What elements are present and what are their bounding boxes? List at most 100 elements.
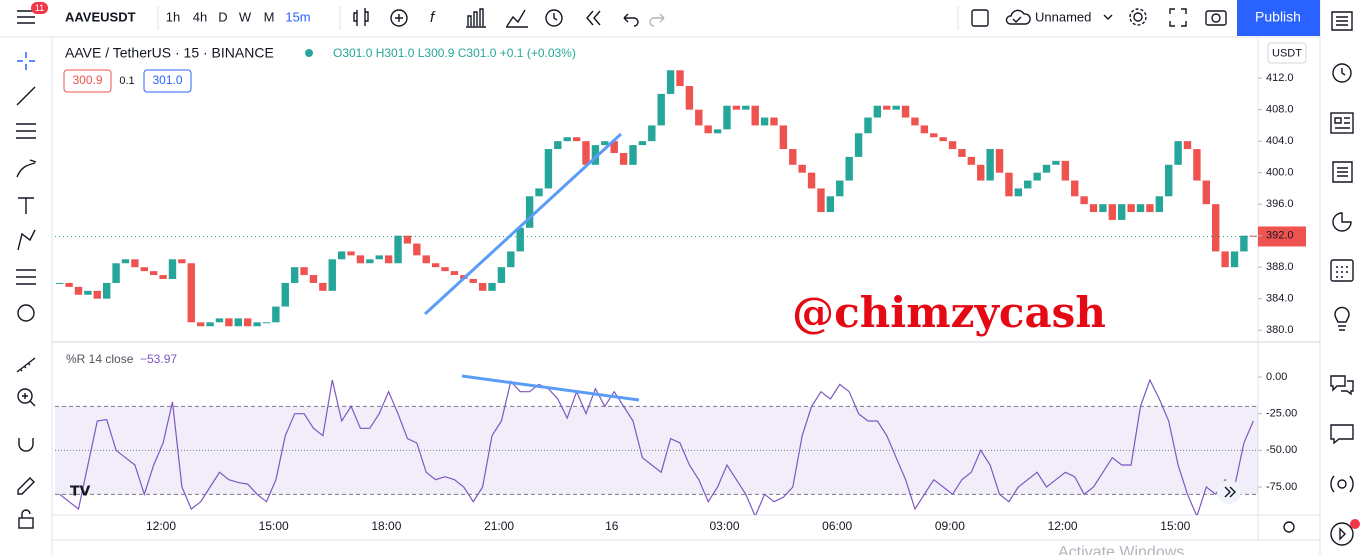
candle (290, 267, 299, 283)
candle (1118, 204, 1126, 220)
interval[interactable]: D (218, 9, 227, 24)
x-tick-label: 12:00 (146, 519, 176, 533)
trend-line[interactable] (461, 374, 640, 402)
candle (356, 255, 365, 264)
candle (1099, 204, 1107, 213)
candle (281, 282, 289, 307)
candle (666, 70, 675, 94)
candle (704, 125, 712, 134)
bid-box[interactable] (63, 69, 112, 93)
chart-type[interactable] (353, 8, 369, 26)
undo[interactable] (623, 13, 639, 27)
candle (112, 263, 120, 283)
candle (422, 255, 430, 264)
candle (1136, 204, 1145, 213)
ohlc: O301.0 H301.0 L300.9 C301.0 +0.1 (+0.03%… (333, 46, 576, 60)
publish-button[interactable] (1237, 0, 1320, 36)
candle (1146, 204, 1154, 213)
candle (554, 141, 562, 150)
candle (826, 196, 835, 213)
candle (1061, 160, 1070, 181)
candle (986, 149, 994, 181)
candle (93, 290, 101, 299)
candle (648, 125, 656, 142)
bid[interactable]: 300.9 (72, 73, 102, 87)
candle (638, 141, 647, 146)
candle (967, 156, 976, 165)
redo (649, 13, 665, 27)
cloud-save[interactable] (1005, 9, 1031, 25)
candle (366, 259, 374, 264)
candle (657, 93, 665, 126)
candle (403, 235, 412, 244)
settings[interactable] (1129, 8, 1147, 26)
templates[interactable] (466, 8, 486, 28)
scroll-icon[interactable] (1224, 486, 1236, 498)
scroll-button[interactable] (1217, 480, 1241, 504)
interval[interactable]: W (239, 9, 252, 24)
candle (488, 282, 496, 291)
toolbar-icons: f (157, 6, 1227, 30)
candle (977, 164, 985, 181)
candle (685, 86, 694, 110)
candle (413, 243, 421, 256)
candle (883, 105, 891, 110)
candle (1033, 172, 1041, 181)
candle (742, 105, 750, 110)
market-status (305, 49, 313, 57)
candle (206, 322, 214, 327)
replay[interactable] (586, 10, 601, 26)
y-tick-label: 396.0 (1266, 198, 1294, 210)
indicator-legend: %R 14 close (66, 352, 134, 366)
candle (309, 275, 318, 283)
y-tick-label: 404.0 (1266, 135, 1294, 147)
candle (384, 255, 393, 264)
candle (243, 318, 252, 327)
x-tick-label: 21:00 (484, 519, 514, 533)
layout-name[interactable]: Unnamed (1035, 9, 1091, 24)
interval[interactable]: M (264, 9, 275, 24)
interval[interactable]: 1h (166, 9, 180, 24)
layout[interactable] (971, 9, 989, 27)
y-tick-label: 408.0 (1266, 104, 1294, 116)
top-bar (0, 0, 1366, 37)
alerts-icon[interactable] (506, 9, 528, 28)
indicators-icon[interactable]: f (430, 9, 436, 26)
candle (1202, 180, 1211, 205)
spread: 0.1 (119, 75, 134, 87)
currency[interactable]: USDT (1272, 47, 1302, 59)
candle (441, 267, 449, 272)
candle (1024, 180, 1032, 189)
candle (601, 141, 609, 146)
candle (234, 318, 242, 327)
trend-line[interactable] (423, 132, 623, 316)
drawing-tools[interactable] (16, 52, 37, 529)
candle (582, 141, 590, 165)
snapshot[interactable] (1205, 10, 1227, 26)
publish-label[interactable]: Publish (1255, 9, 1301, 25)
candle (1221, 251, 1229, 268)
candle (1014, 188, 1023, 197)
watermark: @chimzycash (792, 288, 1106, 337)
axis-settings[interactable] (1283, 521, 1295, 533)
candle (178, 259, 186, 264)
symbol[interactable]: AAVEUSDT (65, 9, 136, 24)
ask[interactable]: 301.0 (152, 73, 182, 87)
candle (478, 282, 487, 291)
interval[interactable]: 15m (285, 9, 310, 24)
candle (995, 149, 1004, 173)
sidebar-icons[interactable] (1330, 11, 1360, 546)
candle (563, 137, 571, 142)
candle (619, 152, 628, 165)
fullscreen[interactable] (1169, 8, 1187, 27)
compare[interactable] (390, 9, 408, 27)
candle (65, 282, 73, 287)
ask-box[interactable] (143, 69, 192, 93)
candle (544, 149, 553, 189)
candle (892, 105, 900, 110)
candle (469, 278, 477, 283)
candle (328, 259, 336, 291)
candle (610, 141, 618, 153)
interval[interactable]: 4h (193, 9, 207, 24)
currency-box[interactable] (1267, 42, 1307, 64)
